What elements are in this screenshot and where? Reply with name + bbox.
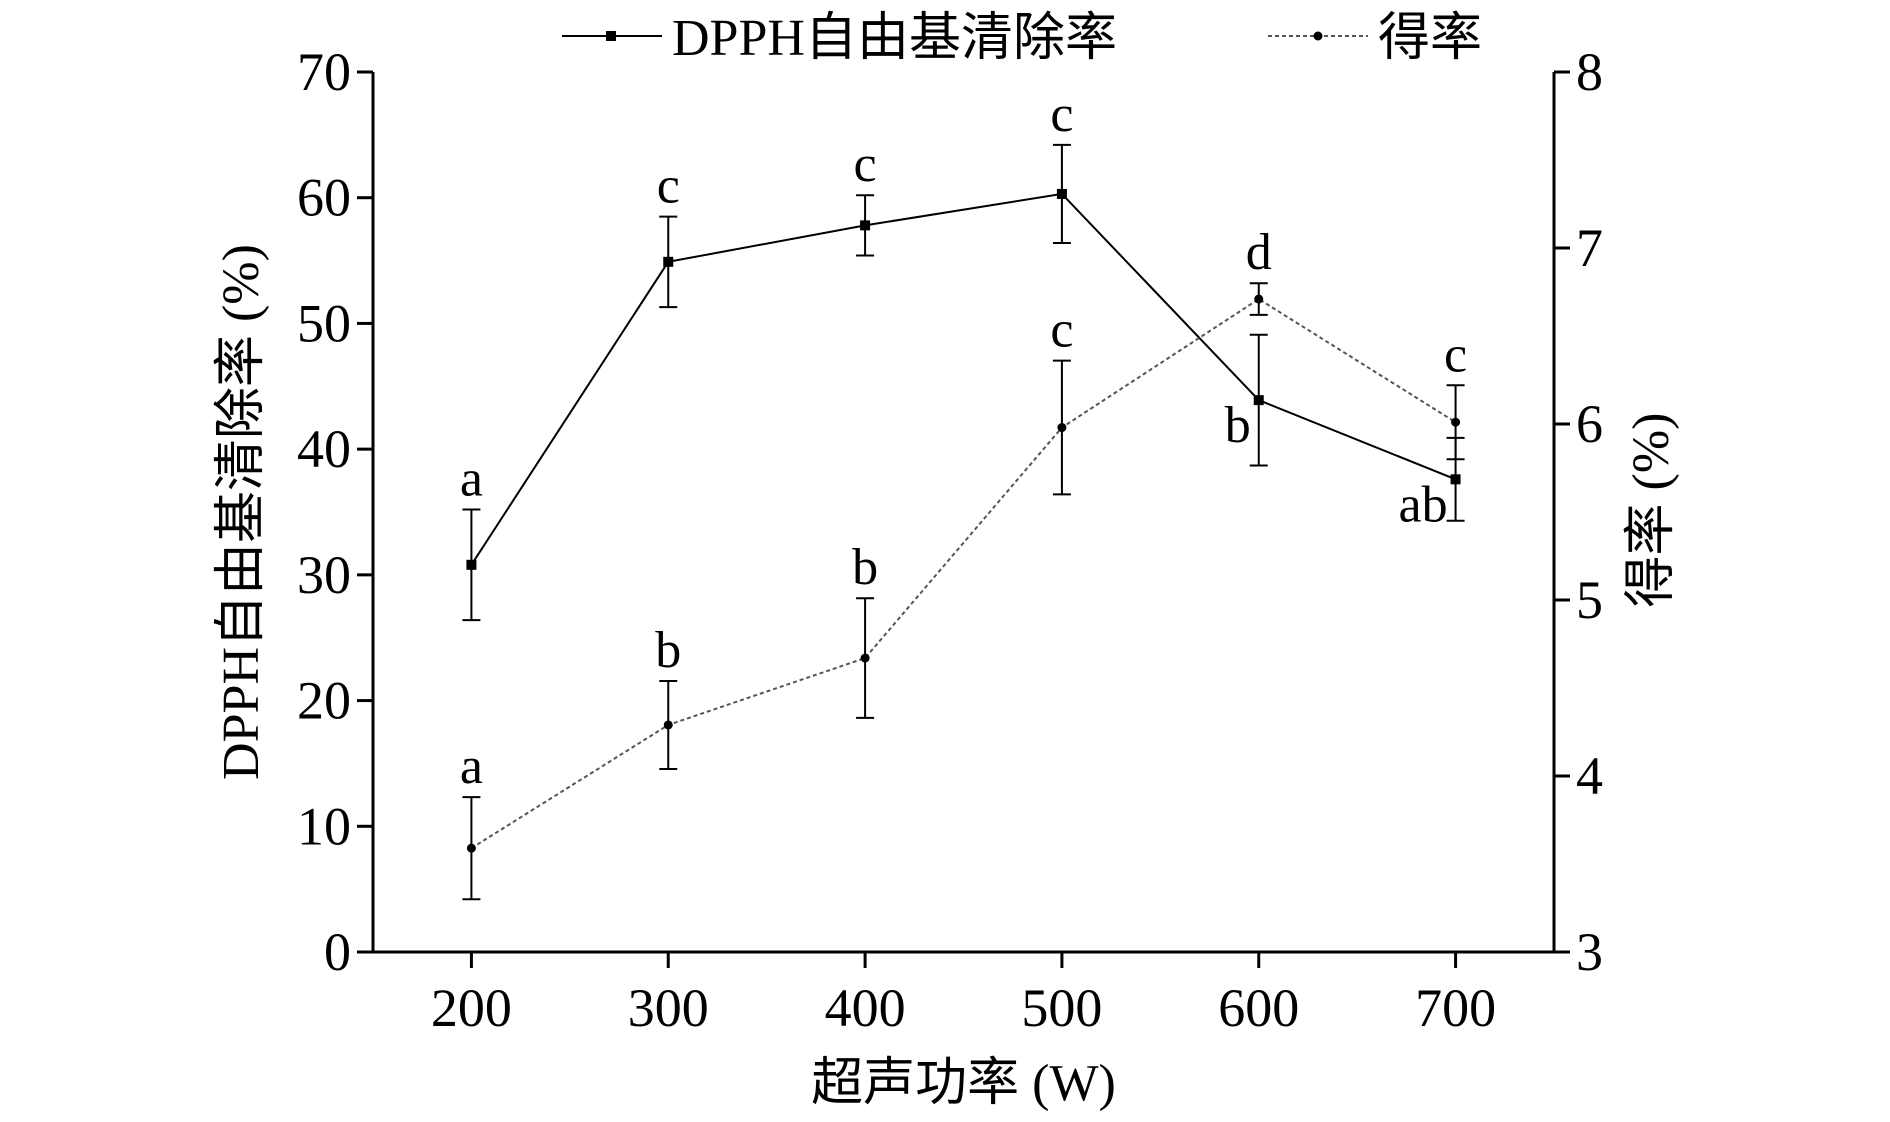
data-point: b bbox=[852, 539, 878, 719]
data-point: c bbox=[1444, 326, 1467, 461]
significance-letter: b bbox=[852, 539, 878, 596]
y-right-tick-label: 7 bbox=[1576, 218, 1603, 278]
y-right-tick-label: 3 bbox=[1576, 922, 1603, 982]
marker-square bbox=[1056, 188, 1067, 199]
x-axis-title: 超声功率 (W) bbox=[811, 1055, 1116, 1112]
significance-letter: c bbox=[1050, 86, 1073, 143]
marker-square bbox=[1253, 395, 1264, 406]
significance-letter: c bbox=[657, 158, 680, 215]
data-point: a bbox=[460, 738, 483, 901]
y-right-tick-label: 5 bbox=[1576, 570, 1603, 630]
marker-square bbox=[663, 256, 674, 267]
y-left-tick-label: 40 bbox=[297, 419, 351, 479]
data-point: d bbox=[1246, 224, 1272, 316]
data-point: c bbox=[657, 158, 680, 309]
data-point: b bbox=[1225, 333, 1268, 467]
y-axis-right-title: 得率 (%) bbox=[1623, 413, 1680, 608]
data-point: c bbox=[1050, 302, 1073, 496]
marker-dot bbox=[1451, 417, 1461, 427]
legend-label-yield: 得率 bbox=[1378, 10, 1482, 67]
y-left-tick-label: 30 bbox=[297, 545, 351, 605]
series-line-dpph bbox=[470, 192, 1456, 566]
marker-dot bbox=[1057, 423, 1067, 433]
y-right-tick-label: 8 bbox=[1576, 42, 1603, 102]
data-point: a bbox=[460, 450, 483, 622]
x-tick-label: 600 bbox=[1218, 978, 1299, 1038]
x-tick-label: 700 bbox=[1415, 978, 1496, 1038]
y-left-tick-label: 70 bbox=[297, 42, 351, 102]
x-tick-label: 200 bbox=[431, 978, 512, 1038]
significance-letter: d bbox=[1246, 224, 1272, 281]
significance-letter: a bbox=[460, 450, 483, 507]
legend: DPPH自由基清除率 得率 bbox=[562, 10, 1482, 67]
data-point: c bbox=[854, 136, 877, 257]
significance-letter: b bbox=[655, 622, 681, 679]
x-tick-label: 300 bbox=[628, 978, 709, 1038]
y-right-tick-label: 6 bbox=[1576, 394, 1603, 454]
axes: 0 10 20 30 40 50 60 70 3 4 5 6 7 8 200 300 400 500 600 700 bbox=[297, 42, 1603, 1038]
series-line-yield bbox=[470, 297, 1457, 850]
significance-letter: b bbox=[1225, 397, 1251, 454]
marker-dot bbox=[1254, 294, 1264, 304]
x-tick-label: 500 bbox=[1021, 978, 1102, 1038]
marker-dot bbox=[466, 843, 476, 853]
legend-marker-dpph bbox=[606, 31, 616, 41]
data-point: c bbox=[1050, 86, 1073, 244]
significance-letter: c bbox=[1444, 326, 1467, 383]
legend-label-dpph: DPPH自由基清除率 bbox=[672, 10, 1117, 67]
x-tick-label: 400 bbox=[825, 978, 906, 1038]
data-point: ab bbox=[1398, 436, 1465, 533]
y-left-tick-label: 20 bbox=[297, 671, 351, 731]
marker-square bbox=[1450, 474, 1461, 485]
y-left-tick-label: 60 bbox=[297, 168, 351, 228]
significance-letter: c bbox=[854, 136, 877, 193]
marker-square bbox=[466, 559, 477, 570]
y-left-tick-label: 0 bbox=[324, 922, 351, 982]
data-point: b bbox=[655, 622, 681, 770]
marker-dot bbox=[860, 653, 870, 663]
marker-square bbox=[860, 220, 871, 231]
legend-marker-yield bbox=[1313, 31, 1323, 41]
y-right-tick-label: 4 bbox=[1576, 746, 1603, 806]
y-left-tick-label: 50 bbox=[297, 293, 351, 353]
significance-letter: ab bbox=[1398, 476, 1447, 533]
y-axis-left-title: DPPH自由基清除率 (%) bbox=[213, 244, 270, 780]
y-left-tick-label: 10 bbox=[297, 796, 351, 856]
significance-letter: a bbox=[460, 738, 483, 795]
marker-dot bbox=[663, 720, 673, 730]
significance-letter: c bbox=[1050, 302, 1073, 359]
